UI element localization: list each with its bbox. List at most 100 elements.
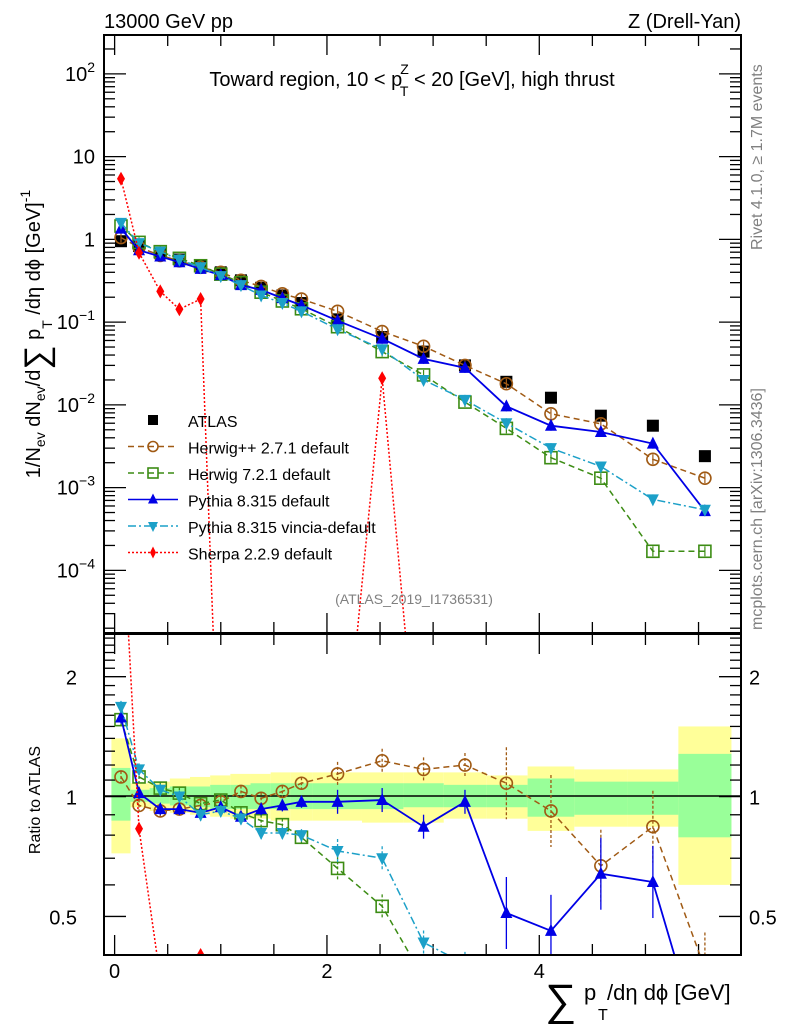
y-tick-label: 1 [84,229,95,251]
data-point [417,374,430,387]
ratio-data-point [135,821,144,836]
svg-text:T: T [598,1007,608,1024]
svg-text:p: p [584,980,596,1005]
ratio-data-point [295,794,308,807]
ratio-data-point [114,770,128,784]
data-point [500,418,513,431]
data-point [196,292,205,307]
ratio-data-point [173,802,186,815]
legend-item: Pythia 8.315 default [128,493,330,511]
mcplots-credit-label: mcplots.cern.ch [arXiv:1306.3436] [749,388,766,630]
data-point [417,351,430,364]
main-plot-frame [103,34,742,634]
legend-label: Pythia 8.315 default [188,494,330,511]
ratio-data-point [646,819,660,834]
ratio-y-tick-label-left: 1 [66,788,77,810]
main-series-layer [114,171,712,633]
ratio-data-point [276,827,289,840]
ratio-data-point [500,989,512,1001]
data-point [114,217,127,230]
y-tick-label: 102 [65,59,95,86]
ratio-data-point [117,489,125,503]
legend-marker [148,493,158,504]
ratio-data-point [196,948,205,955]
ratio-data-point [154,802,167,815]
ratio-data-point [194,809,207,822]
legend-label: Pythia 8.315 vincia-default [188,520,376,537]
ratio-data-point [499,776,514,791]
header-left-label: 13000 GeV pp [104,11,233,33]
data-point [276,298,289,311]
ratio-data-point [255,802,268,815]
header-right-label: Z (Drell-Yan) [628,11,741,33]
data-point [295,306,308,319]
legend-item: ATLAS [148,414,238,431]
ratio-data-point [255,827,268,840]
svg-text:∑: ∑ [545,976,576,1024]
y-tick-label: 10−2 [57,390,95,417]
data-point [698,504,711,517]
legend-marker [147,440,159,453]
ratio-data-point [376,853,389,866]
svg-text:1/Nev dNev/d∑ pT /dη dϕ [GeV]: 1/Nev dNev/d∑ pT /dη dϕ [GeV]-1 [17,190,56,479]
y-tick-label: 10 [73,147,95,169]
ratio-data-point [156,971,164,985]
ratio-data-point [295,830,308,843]
legend-label: Sherpa 2.2.9 default [188,547,333,564]
ratio-y-tick-label-right: 2 [749,668,760,690]
data-point [156,284,165,299]
main-y-axis-label: 1/Nev dNev/d∑ pT /dη dϕ [GeV]-1 [17,190,56,479]
x-tick-label: 2 [321,961,332,983]
data-point [646,452,660,467]
ratio-data-point [375,899,389,914]
ratio-data-point [376,793,389,806]
data-point [594,461,607,474]
ratio-data-point [276,798,289,811]
legend-marker [148,522,158,532]
ratio-tick-labels: 2 2 1 1 0.5 0.5 0 2 4 [49,668,777,983]
ratio-data-point [416,762,431,777]
data-point [544,443,557,456]
ratio-y-tick-label-left: 0.5 [49,907,77,929]
ratio-data-point [544,923,557,936]
ratio-data-point [459,959,471,971]
legend-marker [150,546,156,559]
ratio-series-line [120,706,450,955]
analysis-id-watermark: (ATLAS_2019_I1736531) [335,591,493,607]
ratio-data-point [331,794,344,807]
data-point [698,544,712,559]
ratio-data-point [331,845,344,858]
ratio-series-line [127,634,202,955]
ratio-data-point [132,798,146,813]
data-point [173,254,186,267]
ratio-data-point [154,784,167,797]
main-y-tick-labels: 102 10 1 10−1 10−2 10−3 10−4 [57,59,95,582]
ratio-data-point [294,776,309,791]
data-point [331,313,344,326]
ratio-series-pythia-8-315-default [114,710,676,955]
data-point [154,246,167,259]
ratio-data-point [330,767,345,781]
ratio-data-point [418,972,430,984]
ratio-data-point [646,875,659,888]
data-point [544,391,557,404]
data-point [378,371,387,386]
data-point [175,302,184,317]
legend-item: Herwig 7.2.1 default [128,467,331,484]
ratio-plot-frame [103,633,742,956]
ratio-data-point [544,804,558,818]
ratio-series-herwig-7-2-1-default [114,712,430,984]
legend: ATLAS Herwig++ 2.7.1 default Herwig 7.2.1 … [128,414,376,564]
data-point [698,471,712,485]
data-point [458,360,471,373]
ratio-data-point [594,866,607,879]
ratio-data-point [275,784,290,799]
ratio-data-point [234,784,248,799]
ratio-y-tick-label-left: 2 [66,668,77,690]
data-point [135,245,144,260]
svg-text:/dη dϕ [GeV]: /dη dϕ [GeV] [607,980,731,1005]
ratio-series-layer [114,489,706,1001]
data-point [331,324,344,337]
legend-label: ATLAS [188,414,238,431]
